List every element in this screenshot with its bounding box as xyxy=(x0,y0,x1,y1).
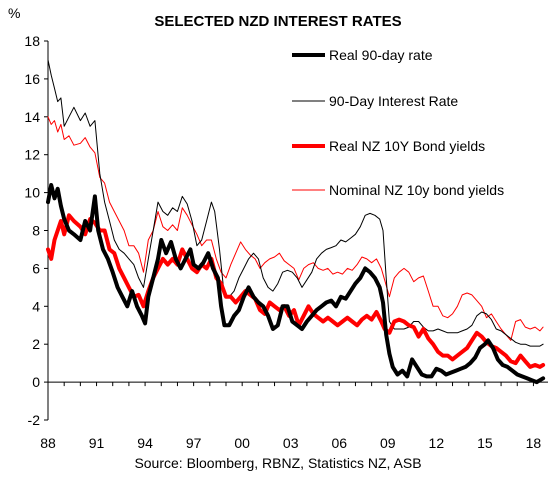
y-tick-label: 10 xyxy=(24,185,40,201)
y-tick-label: 0 xyxy=(32,374,40,390)
y-tick-label: 16 xyxy=(24,71,40,87)
series-line-3 xyxy=(46,213,546,369)
source-note: Source: Bloomberg, RBNZ, Statistics NZ, … xyxy=(134,455,421,471)
y-tick-label: 4 xyxy=(32,298,40,314)
x-tick-label: 15 xyxy=(477,435,493,451)
series-line-1 xyxy=(46,183,546,385)
x-tick-label: 88 xyxy=(40,435,56,451)
x-tick-label: 06 xyxy=(331,435,347,451)
y-tick-label: 2 xyxy=(32,336,40,352)
y-tick-label: 8 xyxy=(32,223,40,239)
legend-label-1: Real 90-day rate xyxy=(329,47,433,63)
x-tick-label: 03 xyxy=(283,435,299,451)
axes: -2 0 2 4 6 8 10 12 14 16 18 88 91 94 97 00 03 06 09 12 15 18 xyxy=(24,33,548,451)
y-axis-label: % xyxy=(8,5,20,21)
x-tick-label: 00 xyxy=(234,435,250,451)
y-tick-label: 14 xyxy=(24,109,40,125)
y-tick-label: 12 xyxy=(24,147,40,163)
x-tick-label: 09 xyxy=(380,435,396,451)
x-tick-label: 97 xyxy=(186,435,202,451)
x-tick-label: 91 xyxy=(89,435,105,451)
series-layer xyxy=(46,59,546,385)
y-tick-label: 18 xyxy=(24,33,40,49)
series-line-4 xyxy=(47,116,544,341)
legend-label-4: Nominal NZ 10y bond yields xyxy=(329,182,504,198)
legend-label-2: 90-Day Interest Rate xyxy=(329,93,458,109)
y-tick-label: 6 xyxy=(32,260,40,276)
chart-title: SELECTED NZD INTEREST RATES xyxy=(154,13,401,30)
x-tick-label: 12 xyxy=(429,435,445,451)
legend: Real 90-day rate 90-Day Interest Rate Real… xyxy=(292,47,504,198)
legend-label-3: Real NZ 10Y Bond yields xyxy=(329,138,485,154)
x-tick-label: 94 xyxy=(137,435,153,451)
y-tick-label: -2 xyxy=(28,412,41,428)
x-tick-label: 18 xyxy=(526,435,542,451)
series-line-2 xyxy=(47,59,544,347)
